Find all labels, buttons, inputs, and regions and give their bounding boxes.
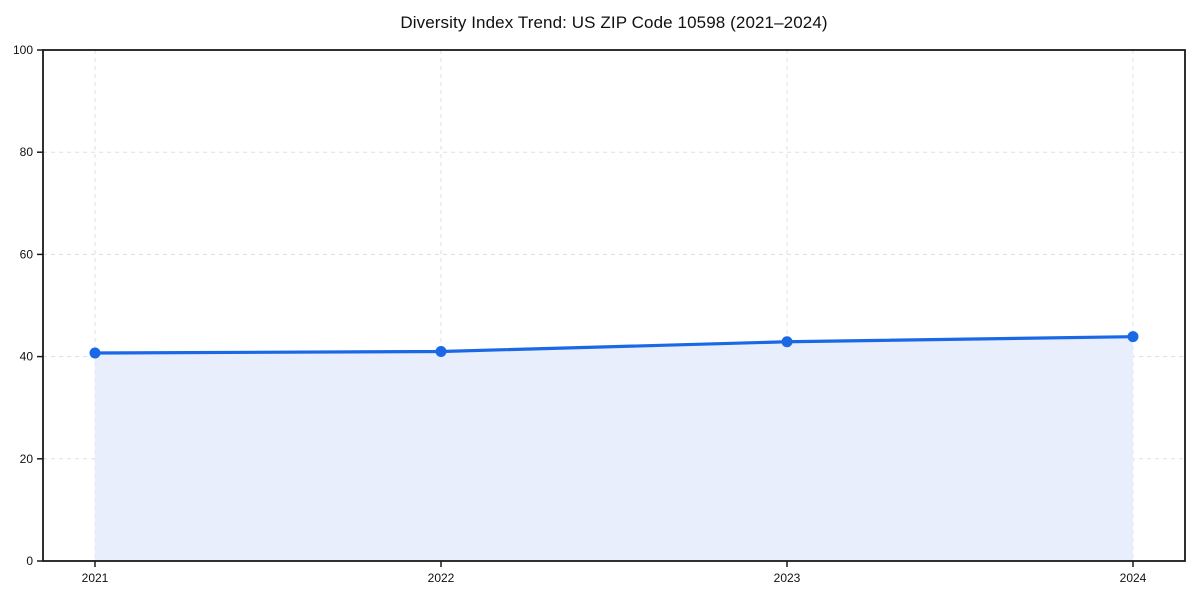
y-tick-label: 0 (26, 554, 33, 568)
x-tick-label: 2024 (1120, 571, 1147, 585)
plot-spines (42, 49, 1186, 562)
y-tick-label: 40 (20, 350, 34, 364)
data-point (781, 336, 793, 348)
y-tick-label: 60 (20, 247, 34, 261)
y-tick-label: 80 (20, 145, 34, 159)
data-point (1127, 331, 1139, 343)
x-tick-label: 2022 (428, 571, 455, 585)
x-tick-label: 2023 (774, 571, 801, 585)
trend-line (93, 335, 1135, 355)
y-tick-label: 100 (13, 43, 33, 57)
data-point (89, 347, 101, 359)
area-fill (95, 336, 1133, 561)
x-tick-label: 2021 (82, 571, 109, 585)
y-tick-label: 20 (20, 452, 34, 466)
data-point (435, 345, 447, 357)
chart-title: Diversity Index Trend: US ZIP Code 10598… (400, 13, 828, 32)
